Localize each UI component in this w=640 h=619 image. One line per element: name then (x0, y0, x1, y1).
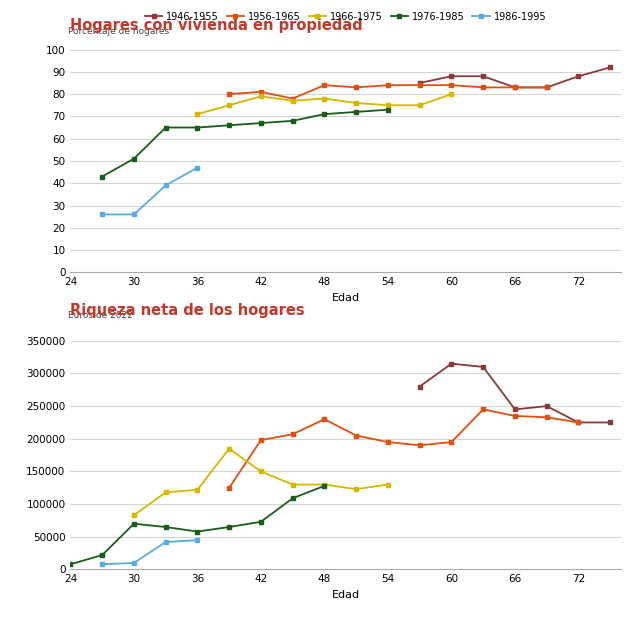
1956-1965 (447, 82, 455, 89)
1976-1985 (384, 106, 392, 113)
1946-1955 (416, 79, 424, 87)
1966-1975 (130, 511, 138, 519)
1976-1985 (289, 495, 296, 502)
1956-1965 (511, 412, 519, 420)
1966-1975 (321, 481, 328, 488)
X-axis label: Edad: Edad (332, 590, 360, 600)
1946-1955 (606, 64, 614, 71)
1966-1975 (289, 481, 296, 488)
Text: Porcentaje de hogares: Porcentaje de hogares (68, 27, 169, 36)
1956-1965 (479, 84, 487, 91)
1976-1985 (99, 173, 106, 180)
1966-1975 (416, 102, 424, 109)
1956-1965 (575, 418, 582, 426)
1946-1955 (543, 84, 550, 91)
1966-1975 (257, 468, 265, 475)
1966-1975 (257, 93, 265, 100)
1976-1985 (225, 523, 233, 530)
1956-1965 (321, 415, 328, 423)
1976-1985 (225, 121, 233, 129)
1956-1965 (543, 413, 550, 421)
1956-1965 (511, 84, 519, 91)
1946-1955 (511, 405, 519, 413)
1946-1955 (511, 84, 519, 91)
1966-1975 (353, 485, 360, 493)
Line: 1986-1995: 1986-1995 (100, 165, 200, 217)
1976-1985 (193, 124, 201, 131)
1976-1985 (321, 482, 328, 490)
Line: 1946-1955: 1946-1955 (418, 65, 612, 90)
1986-1995 (130, 210, 138, 218)
1976-1985 (162, 523, 170, 530)
1956-1965 (447, 438, 455, 446)
1966-1975 (384, 102, 392, 109)
1986-1995 (99, 210, 106, 218)
1986-1995 (162, 182, 170, 189)
1956-1965 (543, 84, 550, 91)
1946-1955 (479, 72, 487, 80)
1956-1965 (479, 405, 487, 413)
X-axis label: Edad: Edad (332, 293, 360, 303)
1956-1965 (225, 90, 233, 98)
1976-1985 (257, 119, 265, 127)
1956-1965 (321, 82, 328, 89)
1966-1975 (384, 481, 392, 488)
1946-1955 (543, 402, 550, 410)
Line: 1956-1965: 1956-1965 (227, 83, 548, 101)
1986-1995 (193, 536, 201, 544)
1946-1955 (479, 363, 487, 371)
1976-1985 (130, 520, 138, 527)
1956-1965 (289, 95, 296, 102)
1966-1975 (447, 90, 455, 98)
1946-1955 (447, 72, 455, 80)
1986-1995 (130, 559, 138, 566)
Line: 1946-1955: 1946-1955 (418, 361, 612, 425)
1956-1965 (353, 84, 360, 91)
Line: 1976-1985: 1976-1985 (68, 484, 326, 566)
Line: 1986-1995: 1986-1995 (100, 538, 200, 566)
1946-1955 (416, 383, 424, 390)
1946-1955 (606, 418, 614, 426)
Line: 1966-1975: 1966-1975 (132, 446, 390, 517)
1976-1985 (353, 108, 360, 116)
1976-1985 (289, 117, 296, 124)
1976-1985 (130, 155, 138, 162)
1966-1975 (193, 486, 201, 493)
1966-1975 (225, 445, 233, 452)
1946-1955 (575, 418, 582, 426)
1966-1975 (162, 488, 170, 496)
1956-1965 (353, 432, 360, 439)
1966-1975 (321, 95, 328, 102)
1956-1965 (416, 82, 424, 89)
1956-1965 (257, 436, 265, 444)
1976-1985 (193, 528, 201, 535)
1946-1955 (447, 360, 455, 367)
1976-1985 (162, 124, 170, 131)
1966-1975 (225, 102, 233, 109)
1956-1965 (289, 431, 296, 438)
1966-1975 (193, 110, 201, 118)
Text: Euros de 2022: Euros de 2022 (68, 311, 132, 320)
Legend: 1946-1955, 1956-1965, 1966-1975, 1976-1985, 1986-1995: 1946-1955, 1956-1965, 1966-1975, 1976-19… (141, 8, 550, 26)
1976-1985 (99, 552, 106, 559)
1976-1985 (257, 518, 265, 526)
1956-1965 (225, 484, 233, 491)
1976-1985 (67, 561, 74, 568)
Line: 1956-1965: 1956-1965 (227, 407, 580, 490)
1986-1995 (162, 539, 170, 546)
1956-1965 (384, 438, 392, 446)
1986-1995 (193, 164, 201, 171)
Text: Riqueza neta de los hogares: Riqueza neta de los hogares (70, 303, 305, 318)
Line: 1976-1985: 1976-1985 (100, 108, 390, 179)
1956-1965 (257, 88, 265, 95)
1966-1975 (289, 97, 296, 105)
1956-1965 (416, 441, 424, 449)
1946-1955 (575, 72, 582, 80)
Line: 1966-1975: 1966-1975 (195, 92, 454, 116)
Text: Hogares con vivienda en propiedad: Hogares con vivienda en propiedad (70, 18, 363, 33)
1976-1985 (321, 110, 328, 118)
1986-1995 (99, 561, 106, 568)
1956-1965 (384, 82, 392, 89)
1966-1975 (353, 99, 360, 106)
